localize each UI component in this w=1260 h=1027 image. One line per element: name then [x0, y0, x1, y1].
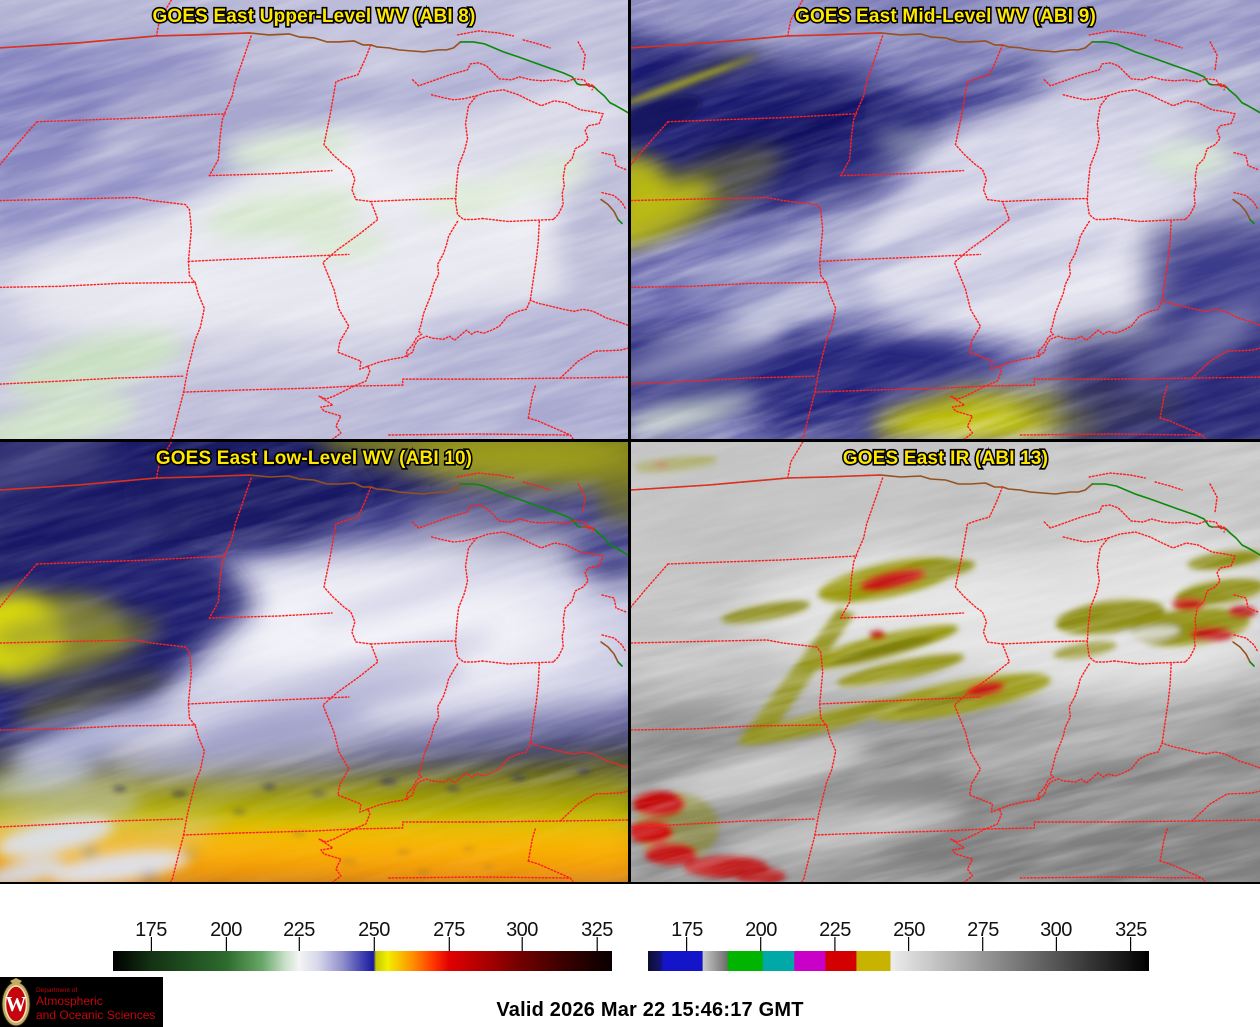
svg-text:GOES East Upper-Level WV (ABI: GOES East Upper-Level WV (ABI 8) [153, 6, 476, 27]
svg-text:GOES East IR (ABI 13): GOES East IR (ABI 13) [843, 448, 1048, 469]
svg-text:GOES East Low-Level WV (ABI 10: GOES East Low-Level WV (ABI 10) [156, 448, 472, 469]
svg-text:and Oceanic Sciences: and Oceanic Sciences [36, 1008, 155, 1022]
svg-text:Department of: Department of [36, 987, 77, 994]
svg-text:W: W [6, 992, 27, 1016]
svg-text:GOES East Mid-Level WV (ABI 9): GOES East Mid-Level WV (ABI 9) [795, 6, 1096, 27]
svg-text:Atmospheric: Atmospheric [36, 994, 103, 1008]
